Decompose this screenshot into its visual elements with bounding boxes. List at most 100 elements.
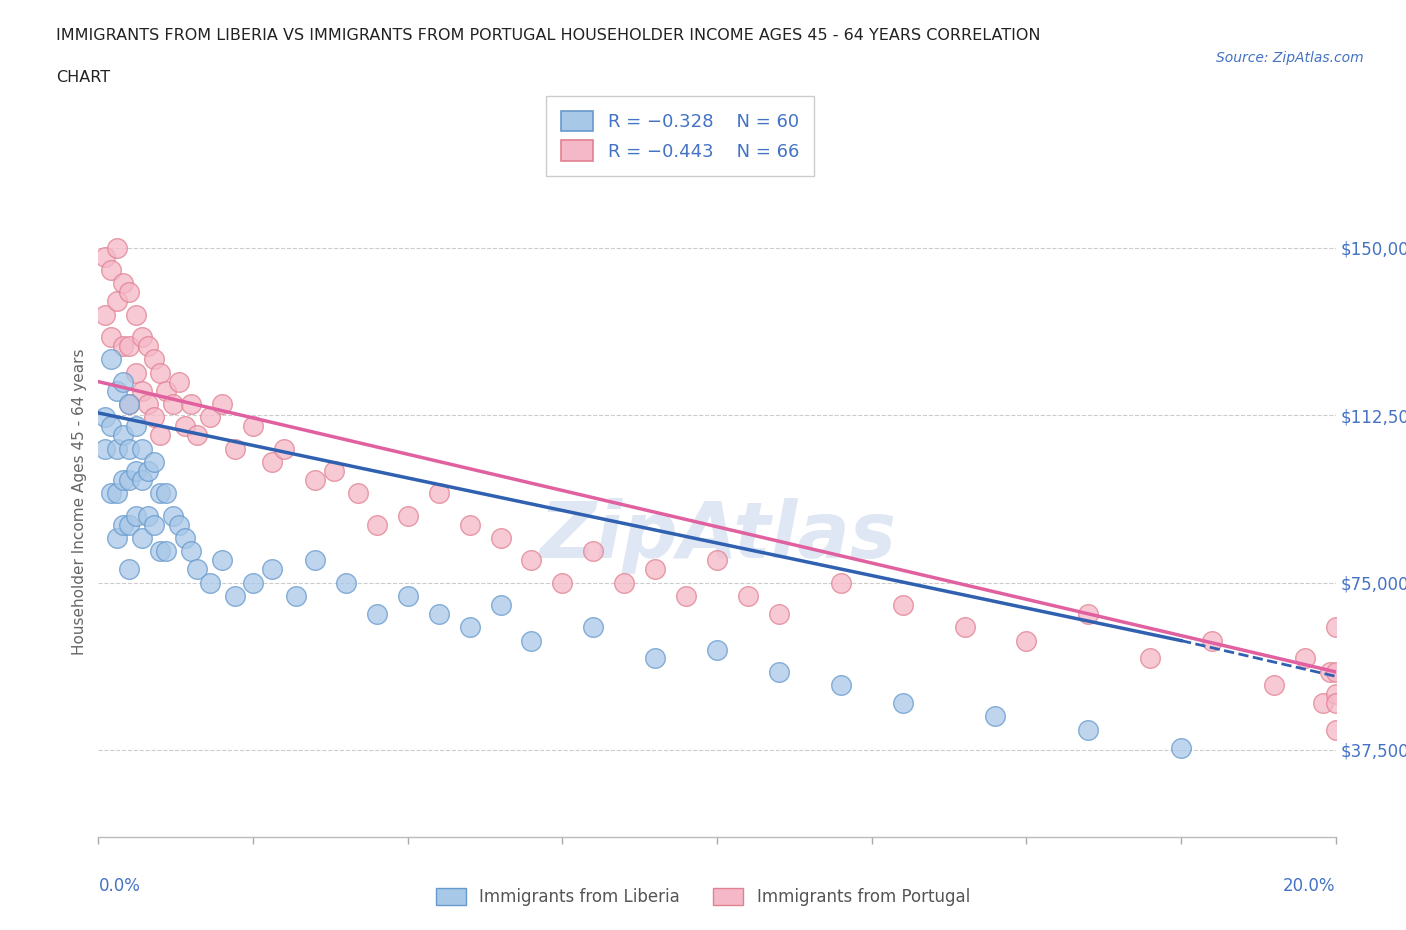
Point (1324, 619, 1347, 634)
Point (1263, 678, 1285, 693)
Point (131, 530, 153, 545)
Point (891, 597, 914, 612)
Point (143, 517, 166, 532)
Point (149, 428, 172, 443)
Legend: R = −0.328    N = 60, R = −0.443    N = 66: R = −0.328 N = 60, R = −0.443 N = 66 (547, 96, 814, 176)
Point (830, 678, 852, 693)
Point (1170, 740, 1192, 755)
Point (1077, 606, 1099, 621)
Point (174, 530, 197, 545)
Point (136, 396, 159, 411)
Point (198, 575, 221, 590)
Point (93, 249, 115, 264)
Point (118, 562, 141, 577)
Point (112, 374, 135, 389)
Point (644, 651, 666, 666)
Point (1324, 664, 1347, 679)
Point (118, 285, 141, 299)
Point (260, 562, 283, 577)
Text: 0.0%: 0.0% (98, 877, 141, 896)
Point (124, 508, 146, 523)
Point (953, 619, 976, 634)
Point (644, 562, 666, 577)
Point (1077, 723, 1099, 737)
Point (105, 240, 128, 255)
Point (112, 517, 135, 532)
Point (1312, 696, 1334, 711)
Point (100, 262, 122, 277)
Point (162, 396, 184, 411)
Point (260, 455, 283, 470)
Point (1319, 664, 1341, 679)
Point (118, 517, 141, 532)
Point (93, 441, 115, 456)
Point (167, 517, 190, 532)
Point (162, 508, 184, 523)
Point (112, 339, 135, 353)
Point (131, 329, 153, 344)
Point (174, 418, 197, 433)
Text: ZipAtlas: ZipAtlas (538, 498, 896, 574)
Point (613, 575, 636, 590)
Point (180, 396, 202, 411)
Point (551, 575, 574, 590)
Point (489, 530, 512, 545)
Point (520, 633, 543, 648)
Point (427, 485, 450, 500)
Point (131, 441, 153, 456)
Text: IMMIGRANTS FROM LIBERIA VS IMMIGRANTS FROM PORTUGAL HOUSEHOLDER INCOME AGES 45 -: IMMIGRANTS FROM LIBERIA VS IMMIGRANTS FR… (56, 28, 1040, 43)
Point (131, 472, 153, 487)
Text: CHART: CHART (56, 70, 110, 85)
Point (105, 530, 128, 545)
Point (1201, 633, 1223, 648)
Point (118, 396, 141, 411)
Point (167, 374, 190, 389)
Point (458, 619, 481, 634)
Point (224, 589, 246, 604)
Point (489, 597, 512, 612)
Point (124, 365, 146, 380)
Point (366, 517, 388, 532)
Point (100, 329, 122, 344)
Point (706, 642, 728, 657)
Point (100, 352, 122, 366)
Point (149, 544, 172, 559)
Point (520, 552, 543, 567)
Point (149, 485, 172, 500)
Point (198, 410, 221, 425)
Point (155, 383, 177, 398)
Point (100, 418, 122, 433)
Point (143, 410, 166, 425)
Point (891, 696, 914, 711)
Point (768, 664, 790, 679)
Point (118, 396, 141, 411)
Point (118, 472, 141, 487)
Point (211, 396, 233, 411)
Point (737, 589, 759, 604)
Point (136, 339, 159, 353)
Point (112, 428, 135, 443)
Point (322, 463, 344, 478)
Point (186, 562, 208, 577)
Point (124, 307, 146, 322)
Point (582, 619, 605, 634)
Point (1015, 633, 1038, 648)
Point (396, 589, 419, 604)
Point (427, 606, 450, 621)
Text: Source: ZipAtlas.com: Source: ZipAtlas.com (1216, 51, 1364, 65)
Point (273, 441, 295, 456)
Point (396, 508, 419, 523)
Point (105, 383, 128, 398)
Point (366, 606, 388, 621)
Point (186, 428, 208, 443)
Text: 20.0%: 20.0% (1284, 877, 1336, 896)
Point (112, 276, 135, 291)
Point (211, 552, 233, 567)
Point (105, 485, 128, 500)
Point (335, 575, 357, 590)
Point (675, 589, 697, 604)
Point (143, 352, 166, 366)
Point (1294, 651, 1316, 666)
Point (93, 307, 115, 322)
Point (830, 575, 852, 590)
